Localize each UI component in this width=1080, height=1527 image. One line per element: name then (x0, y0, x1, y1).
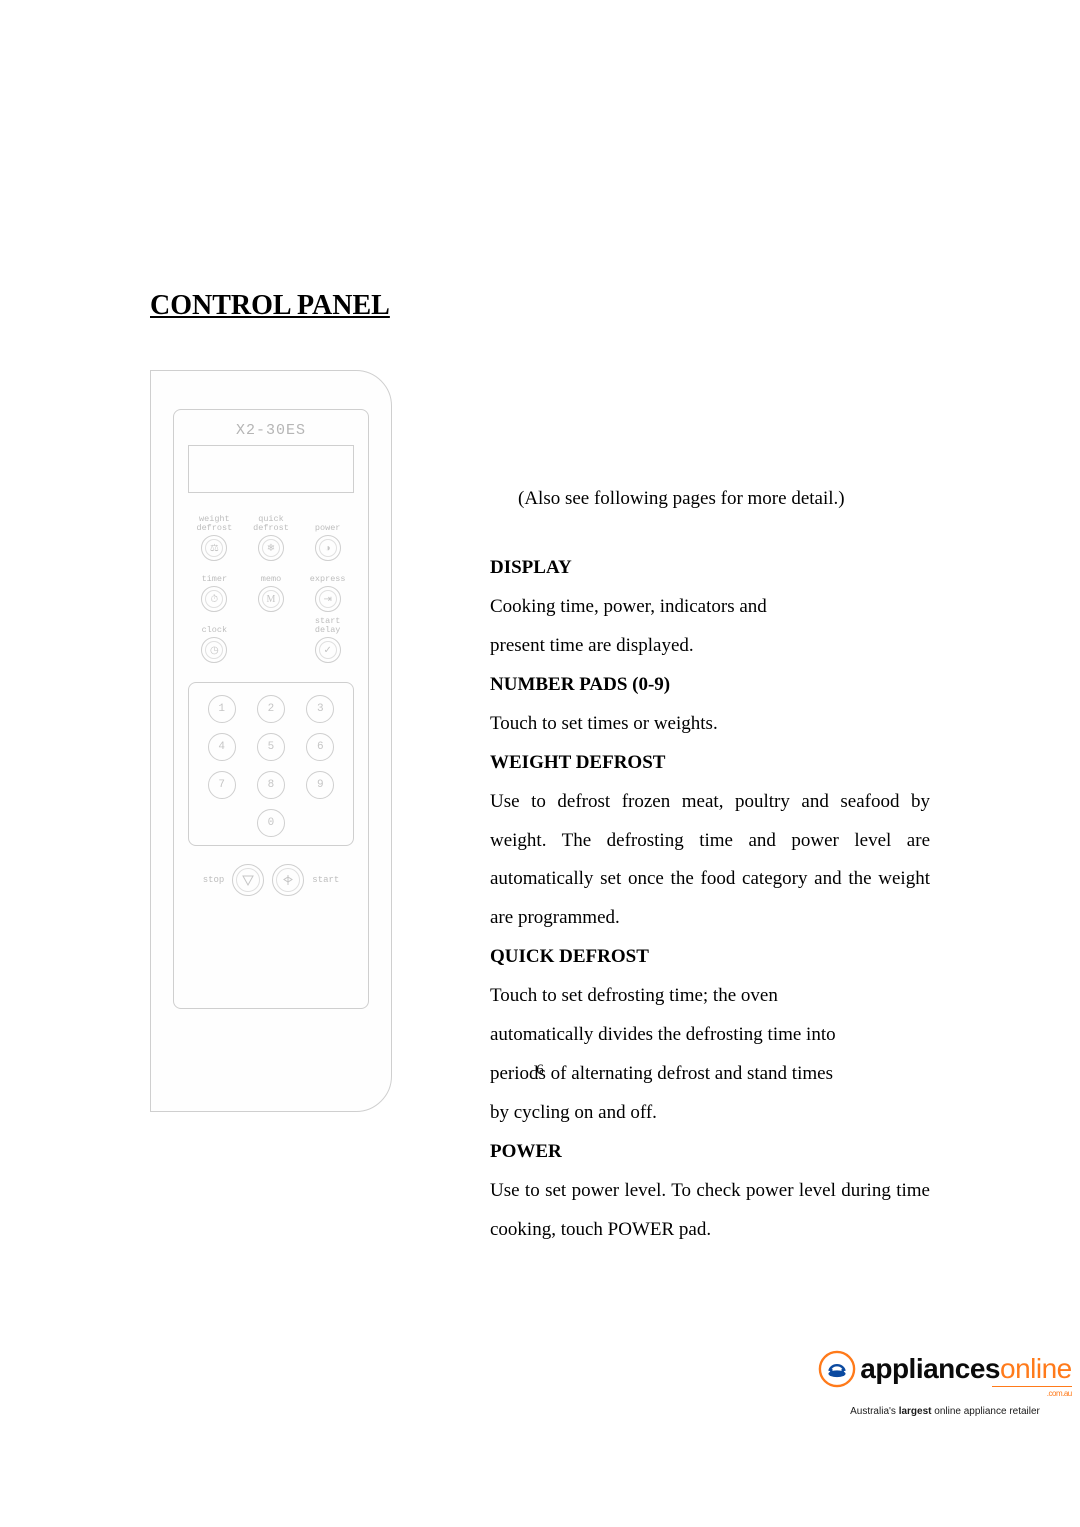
display-screen (188, 445, 354, 493)
numpad-5[interactable]: 5 (257, 733, 285, 761)
model-label: X2-30ES (188, 422, 354, 439)
display-body-2: present time are displayed. (490, 627, 930, 666)
display-heading: DISPLAY (490, 549, 930, 588)
stop-button[interactable] (232, 864, 264, 896)
power-body: Use to set power level. To check power l… (490, 1172, 930, 1250)
logo-domain: .com.au (1047, 1389, 1072, 1398)
power-icon[interactable]: ◑ (315, 535, 341, 561)
function-grid: weight defrost quick defrost power ⚖ ❄ ◑… (188, 515, 354, 666)
express-icon[interactable]: ⇥ (315, 586, 341, 612)
numpad-6[interactable]: 6 (306, 733, 334, 761)
page-number: 6 (0, 1062, 1080, 1079)
func-label-quick-defrost: quick defrost (253, 515, 289, 533)
numpad-2[interactable]: 2 (257, 695, 285, 723)
logo-secondary-text: online.com.au (1000, 1353, 1072, 1385)
logo-tagline: Australia's largest online appliance ret… (810, 1406, 1080, 1417)
memo-icon[interactable]: M (258, 586, 284, 612)
func-label-express: express (310, 566, 346, 584)
numpad-4[interactable]: 4 (208, 733, 236, 761)
description-column: (Also see following pages for more detai… (490, 370, 930, 1250)
logo-icon (818, 1350, 856, 1388)
quickdefrost-body-1: Touch to set defrosting time; the oven (490, 977, 930, 1016)
numpads-body: Touch to set times or weights. (490, 705, 930, 744)
func-label-timer: timer (202, 566, 228, 584)
stop-label: stop (203, 875, 225, 885)
stop-icon (241, 873, 255, 887)
quickdefrost-body-4: by cycling on and off. (490, 1094, 930, 1133)
start-icon (281, 873, 295, 887)
func-label-clock: clock (202, 617, 228, 635)
numpad-9[interactable]: 9 (306, 771, 334, 799)
weightdefrost-heading: WEIGHT DEFROST (490, 744, 930, 783)
quick-defrost-icon[interactable]: ❄ (258, 535, 284, 561)
start-stop-row: stop start (188, 864, 354, 896)
weight-defrost-icon[interactable]: ⚖ (201, 535, 227, 561)
numpad-0[interactable]: 0 (257, 809, 285, 837)
quickdefrost-body-2: automatically divides the defrosting tim… (490, 1016, 930, 1055)
numpad-7[interactable]: 7 (208, 771, 236, 799)
page-title: CONTROL PANEL (150, 290, 930, 322)
start-button[interactable] (272, 864, 304, 896)
start-delay-icon[interactable]: ✓ (315, 637, 341, 663)
func-label-weight-defrost: weight defrost (196, 515, 232, 533)
number-pad-block: 1 2 3 4 5 6 7 8 9 0 (188, 682, 354, 846)
start-label: start (312, 875, 339, 885)
numpad-3[interactable]: 3 (306, 695, 334, 723)
power-heading: POWER (490, 1133, 930, 1172)
numpads-heading: NUMBER PADS (0-9) (490, 666, 930, 705)
intro-text: (Also see following pages for more detai… (490, 480, 930, 519)
quickdefrost-heading: QUICK DEFROST (490, 938, 930, 977)
weightdefrost-body: Use to defrost frozen meat, poultry and … (490, 783, 930, 939)
control-panel-figure: X2-30ES weight defrost quick defrost pow… (150, 370, 430, 1250)
func-label-start-delay: start delay (315, 617, 341, 635)
numpad-8[interactable]: 8 (257, 771, 285, 799)
func-label-power: power (315, 515, 341, 533)
numpad-1[interactable]: 1 (208, 695, 236, 723)
func-label-memo: memo (261, 566, 281, 584)
footer-logo-block: appliancesonline.com.au Australia's larg… (810, 1350, 1080, 1417)
display-body-1: Cooking time, power, indicators and (490, 588, 930, 627)
clock-icon[interactable]: ◷ (201, 637, 227, 663)
timer-icon[interactable]: ⏱ (201, 586, 227, 612)
logo-main-text: appliances (860, 1353, 1000, 1385)
